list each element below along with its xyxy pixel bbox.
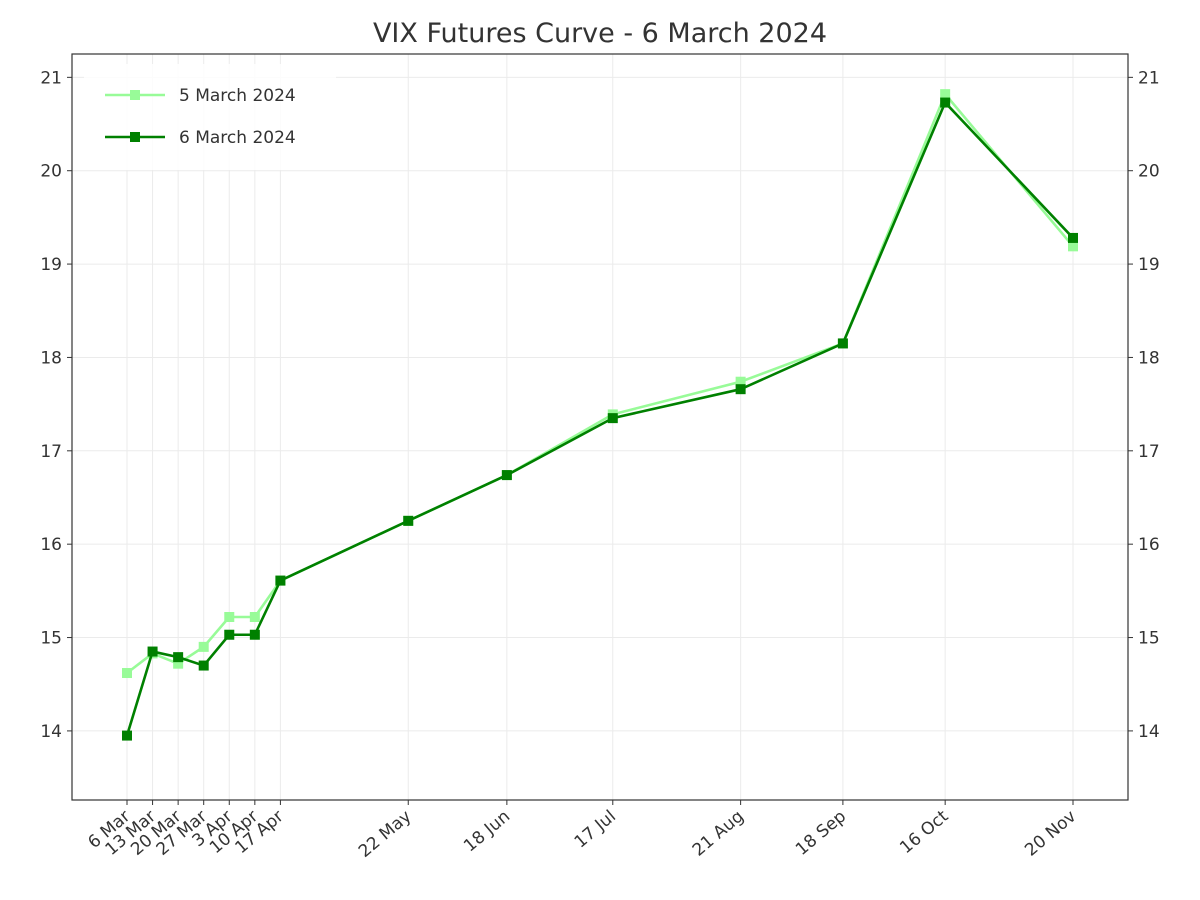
plot-frame <box>71 53 1129 801</box>
x-tick-label: 20 Nov <box>1021 807 1080 861</box>
y-tick-label-left: 21 <box>40 68 62 88</box>
data-point-marker <box>224 612 235 623</box>
y-tick-label-right: 19 <box>1138 255 1160 275</box>
data-point-marker <box>198 641 209 652</box>
data-point-marker <box>1068 232 1078 243</box>
x-tick-label: 18 Sep <box>792 807 850 860</box>
y-tick-label-left: 19 <box>40 255 62 275</box>
data-point-marker <box>501 470 512 481</box>
y-tick-label-right: 16 <box>1138 535 1160 555</box>
x-tick-label: 22 May <box>355 807 415 862</box>
chart-title: VIX Futures Curve - 6 March 2024 <box>372 18 828 49</box>
data-point-marker <box>940 97 951 108</box>
data-point-marker <box>122 730 132 741</box>
data-point-marker <box>837 338 848 349</box>
data-point-marker <box>607 413 618 424</box>
y-tick-label-left: 16 <box>40 535 62 555</box>
y-tick-label-left: 17 <box>40 442 62 462</box>
y-tick-label-left: 14 <box>40 722 62 742</box>
x-tick-label: 18 Jun <box>460 807 514 857</box>
data-point-marker <box>275 575 286 586</box>
y-tick-label-left: 20 <box>40 162 62 182</box>
legend-label-1: 5 March 2024 <box>179 86 296 106</box>
data-point-marker <box>735 384 746 395</box>
data-point-marker <box>198 660 209 671</box>
data-point-marker <box>173 658 184 669</box>
data-point-marker <box>735 376 746 387</box>
legend-marker-1 <box>130 90 140 100</box>
y-tick-label-right: 15 <box>1138 629 1160 649</box>
y-tick-label-right: 14 <box>1138 722 1160 742</box>
data-point-marker <box>224 629 235 640</box>
data-point-marker <box>1068 241 1078 252</box>
legend-box <box>84 64 336 170</box>
series-layer <box>122 89 1078 741</box>
legend-marker-2 <box>130 132 140 142</box>
x-tick-label: 16 Oct <box>896 806 952 858</box>
series-line-2 <box>125 101 1074 736</box>
data-point-marker <box>249 629 260 640</box>
data-point-marker <box>147 646 158 657</box>
grid-lines <box>72 54 1128 800</box>
legend-label-2: 6 March 2024 <box>179 128 296 148</box>
data-point-marker <box>249 612 260 623</box>
y-tick-label-left: 18 <box>40 348 62 368</box>
data-point-marker <box>122 668 132 679</box>
legend: 5 March 2024 6 March 2024 <box>105 86 296 148</box>
y-tick-label-right: 21 <box>1138 68 1160 88</box>
y-tick-label-right: 18 <box>1138 348 1160 368</box>
y-tick-label-left: 15 <box>40 629 62 649</box>
y-tick-label-right: 20 <box>1138 162 1160 182</box>
x-tick-label: 17 Jul <box>571 807 620 853</box>
data-point-marker <box>403 515 414 526</box>
data-point-marker <box>940 89 951 100</box>
x-tick-label: 21 Aug <box>689 807 748 861</box>
legend-background <box>84 64 336 170</box>
series-line-1 <box>126 92 1074 675</box>
data-point-marker <box>173 652 184 663</box>
y-tick-label-right: 17 <box>1138 442 1160 462</box>
